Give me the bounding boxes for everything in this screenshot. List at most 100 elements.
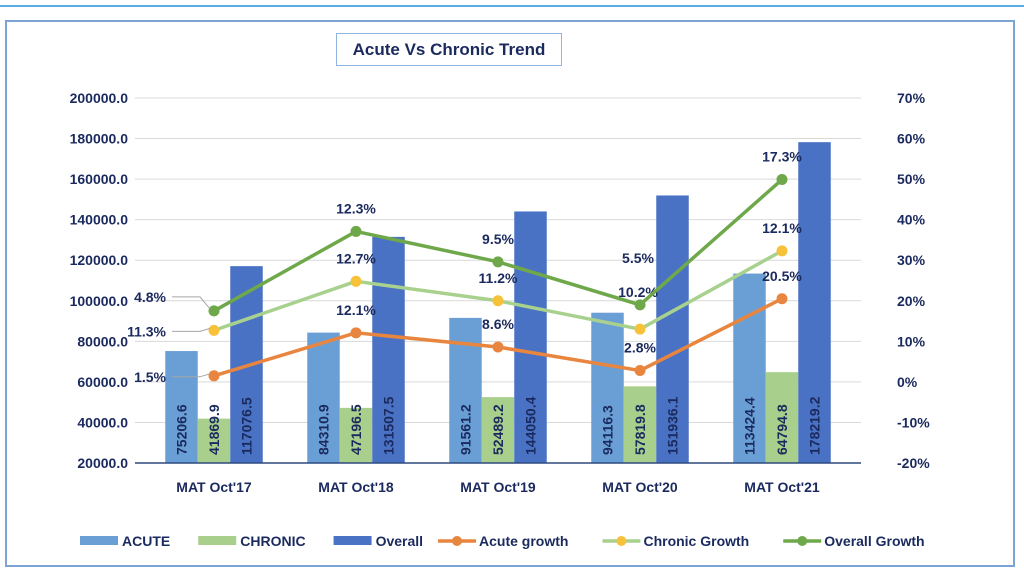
bar-value-label: 75206.6 [174,404,190,455]
y-left-tick-label: 120000.0 [70,252,129,268]
bar-overall [372,236,405,463]
y-left-tick-label: 40000.0 [77,414,128,430]
bar-value-label: 113424.4 [742,397,758,455]
growth-data-label: 11.3% [127,323,166,339]
growth-data-label: 12.1% [336,302,376,318]
line-marker [776,174,788,186]
legend-swatch [80,536,118,545]
y-left-tick-label: 100000.0 [70,293,129,309]
bar-acute [733,273,766,463]
y-right-tick-label: 60% [897,131,926,147]
growth-data-label: 12.7% [336,250,376,266]
line-acute-growth [213,297,783,378]
line-marker [208,370,220,382]
growth-data-label: 12.1% [762,220,802,236]
bar-value-label: 47196.5 [348,404,364,455]
legend-label: Overall Growth [824,533,924,549]
leader-line [172,296,211,310]
bar-acute [307,332,340,463]
chart-frame [5,20,1015,567]
chart-title: Acute Vs Chronic Trend [336,33,562,66]
growth-data-label: 1.5% [134,369,166,385]
leader-line [172,373,211,378]
y-right-tick-label: 50% [897,171,926,187]
y-right-tick-label: -10% [897,414,930,430]
bar-value-label: 41869.9 [206,404,222,455]
growth-data-label: 2.8% [624,340,656,356]
line-marker [492,295,504,307]
legend-swatch [198,536,237,545]
legend-label: Overall [376,533,423,549]
bar-overall [514,211,547,463]
legend-marker [616,536,627,546]
growth-data-label: 17.3% [762,149,802,165]
y-right-tick-label: 10% [897,333,926,349]
growth-data-label: 9.5% [482,231,514,247]
x-category-label: MAT Oct'20 [602,479,678,495]
growth-data-label: 12.3% [336,200,376,216]
bar-acute [165,351,198,463]
line-marker [776,293,788,305]
y-right-tick-label: -20% [897,455,930,471]
bar-value-label: 91561.2 [458,404,474,455]
x-category-label: MAT Oct'19 [460,479,536,495]
bar-value-label: 178219.2 [807,396,823,455]
x-category-label: MAT Oct'21 [744,479,820,495]
bar-chronic [481,397,515,463]
bar-value-label: 57819.8 [632,404,648,455]
line-marker [634,323,646,335]
line-marker [492,256,504,268]
bar-value-label: 84310.9 [316,404,332,455]
bar-value-label: 64794.8 [774,404,790,455]
top-rule [0,5,1024,7]
legend-label: ACUTE [122,533,170,549]
bar-value-label: 144050.4 [523,396,539,455]
bar-value-label: 52489.2 [490,404,506,455]
y-left-tick-label: 200000.0 [70,90,129,106]
bar-acute [591,312,624,463]
growth-data-label: 5.5% [622,250,654,266]
y-left-tick-label: 80000.0 [77,333,128,349]
line-marker [208,324,220,336]
bar-chronic [339,407,373,463]
line-marker [208,305,220,317]
legend-swatch [333,536,372,545]
y-right-tick-label: 40% [897,212,926,228]
line-marker [492,341,504,353]
y-right-tick-label: 70% [897,90,926,106]
line-marker [634,365,646,377]
y-left-tick-label: 140000.0 [70,212,129,228]
legend-label: Chronic Growth [643,533,749,549]
leader-line [172,327,211,332]
bar-overall [798,142,831,463]
y-right-tick-label: 30% [897,252,926,268]
legend-label: CHRONIC [240,533,305,549]
y-left-tick-label: 160000.0 [70,171,129,187]
x-category-label: MAT Oct'17 [176,479,252,495]
line-marker [350,275,362,287]
bar-value-label: 131507.5 [381,396,397,455]
line-marker [634,299,646,311]
bar-value-label: 151936.1 [665,396,681,455]
legend-label: Acute growth [479,533,568,549]
y-left-tick-label: 180000.0 [70,131,129,147]
bar-value-label: 117076.5 [239,397,255,455]
bar-overall [656,195,689,464]
y-left-tick-label: 20000.0 [77,455,128,471]
legend-marker [797,536,808,546]
growth-data-label: 4.8% [134,289,166,305]
line-marker [350,327,362,339]
y-right-tick-label: 20% [897,293,926,309]
bar-chronic [765,372,799,463]
growth-data-label: 11.2% [479,270,518,286]
line-marker [350,225,362,237]
x-category-label: MAT Oct'18 [318,479,394,495]
y-left-tick-label: 60000.0 [77,374,128,390]
bar-value-label: 94116.3 [600,405,616,455]
legend-marker [452,536,462,546]
growth-data-label: 20.5% [762,268,802,284]
growth-data-label: 8.6% [482,316,514,332]
y-right-tick-label: 0% [897,374,918,390]
bar-chronic [197,418,231,463]
